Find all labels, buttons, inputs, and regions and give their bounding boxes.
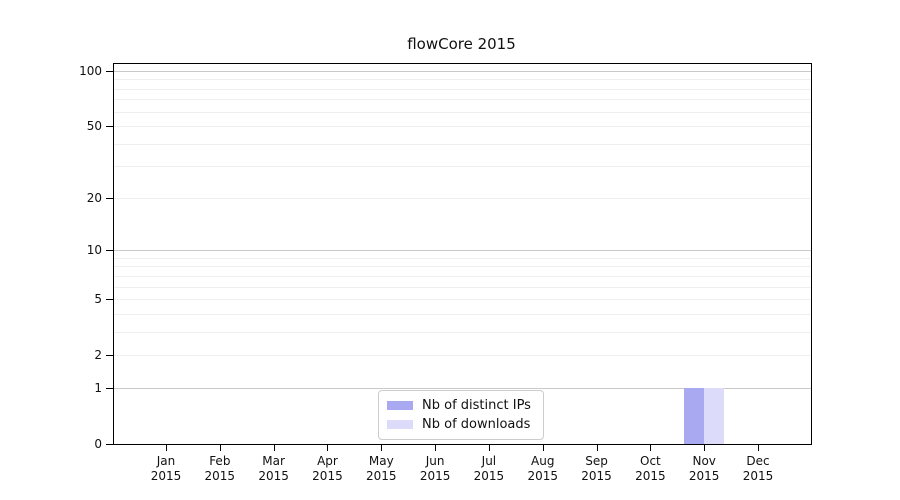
x-axis-tick-label: Mar 2015 [258,454,289,483]
x-axis-tick-label: Oct 2015 [635,454,666,483]
gridline-minor [114,79,811,81]
plot-area: 0 1 2 5 10 20 50 100 Jan 2015 Feb 2015 Mar 2015 Apr… [79,63,812,483]
gridline-minor [114,166,811,168]
y-axis-tick [106,250,113,252]
y-axis-tick-label: 0 [94,437,102,451]
y-axis-tick [106,355,113,357]
x-axis-tick-label: Sep 2015 [581,454,612,483]
y-axis-tick-label: 100 [79,64,102,78]
legend-item-downloads: Nb of downloads [387,415,535,434]
y-axis-tick [106,299,113,301]
legend-swatch-distinct-ips [387,401,413,410]
x-axis-tick [758,445,760,451]
bar-nb-of-distinct-ips [684,387,705,444]
legend-item-distinct-ips: Nb of distinct IPs [387,396,535,415]
gridline-major [114,250,811,252]
x-axis-tick [704,445,706,451]
gridline-minor [114,275,811,277]
gridline-minor [114,99,811,101]
y-axis-tick-label: 50 [86,119,102,134]
x-axis-tick-label: Feb 2015 [204,454,236,483]
gridline-minor [114,257,811,259]
x-axis-tick-label: Jun 2015 [419,454,451,483]
y-axis-tick-label: 20 [86,190,102,205]
x-axis-tick [435,445,437,451]
y-axis-tick-label: 1 [94,380,102,395]
y-axis-tick [106,387,113,389]
legend: Nb of distinct IPs Nb of downloads [378,390,544,440]
gridline-major [114,71,811,72]
bar-nb-of-downloads [704,387,725,444]
x-axis-tick [381,445,383,451]
x-axis-tick-label: Dec 2015 [742,454,774,483]
y-axis-tick [106,71,113,72]
y-axis-tick-label: 5 [94,292,102,307]
gridline-minor [114,313,811,315]
chart-title: flowCore 2015 [407,35,516,53]
x-axis-tick-label: May 2015 [365,454,397,483]
x-axis-tick-label: Jan 2015 [150,454,182,483]
gridline-minor [114,299,811,301]
gridline-minor [114,111,811,113]
y-axis-tick-label: 10 [86,243,102,258]
x-axis-tick [273,445,275,451]
y-axis-tick-label: 2 [94,348,102,363]
y-axis-tick [106,444,113,445]
x-axis-tick-label: Apr 2015 [312,454,343,483]
x-axis-tick [650,445,652,451]
x-axis-tick-label: Nov 2015 [688,454,720,483]
x-axis-tick [596,445,598,451]
gridline-major [114,387,811,389]
legend-label: Nb of distinct IPs [422,398,531,413]
x-axis-tick-label: Jul 2015 [473,454,505,483]
gridline-minor [114,331,811,333]
legend-swatch-downloads [387,420,413,429]
x-axis-tick-label: Aug 2015 [527,454,558,483]
gridline-minor [114,126,811,128]
legend-label: Nb of downloads [422,417,531,432]
y-axis-tick [106,197,113,199]
gridline-minor [114,197,811,199]
x-axis-tick [327,445,329,451]
x-axis-tick [488,445,490,451]
x-axis-tick [219,445,221,451]
x-axis-tick [542,445,544,451]
gridline-minor [114,266,811,268]
gridline-minor [114,143,811,145]
y-axis-tick [106,126,113,128]
gridline-minor [114,286,811,288]
gridline-minor [114,88,811,90]
gridline-minor [114,355,811,357]
x-axis-tick [166,445,167,451]
